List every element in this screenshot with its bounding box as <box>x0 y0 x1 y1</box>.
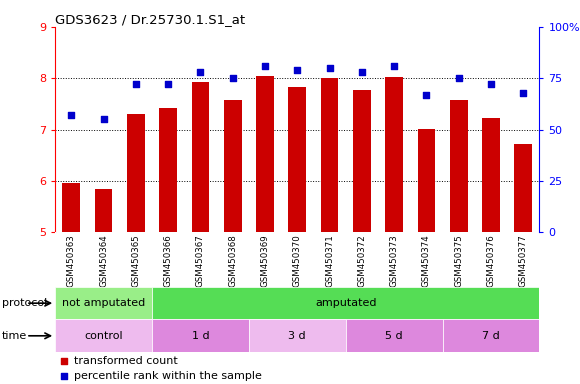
Bar <box>256 76 274 232</box>
Bar <box>353 89 371 232</box>
Point <box>195 69 205 75</box>
Point <box>228 75 237 81</box>
Text: GDS3623 / Dr.25730.1.S1_at: GDS3623 / Dr.25730.1.S1_at <box>55 13 245 26</box>
Point <box>454 75 463 81</box>
Bar <box>191 82 209 232</box>
Text: not amputated: not amputated <box>62 298 145 308</box>
Text: GSM450364: GSM450364 <box>99 235 108 287</box>
Bar <box>127 114 144 232</box>
Bar <box>63 182 80 232</box>
Text: GSM450370: GSM450370 <box>293 235 302 287</box>
Bar <box>321 78 338 232</box>
Text: GSM450365: GSM450365 <box>131 235 140 287</box>
Point <box>519 89 528 96</box>
Text: GSM450371: GSM450371 <box>325 235 334 287</box>
Bar <box>482 118 500 232</box>
Text: GSM450366: GSM450366 <box>164 235 173 287</box>
Bar <box>346 319 443 352</box>
Bar <box>55 287 152 319</box>
Text: 3 d: 3 d <box>288 331 306 341</box>
Text: GSM450368: GSM450368 <box>228 235 237 287</box>
Text: GSM450377: GSM450377 <box>519 235 528 287</box>
Point <box>59 358 68 364</box>
Bar <box>249 319 346 352</box>
Text: GSM450363: GSM450363 <box>67 235 76 287</box>
Point <box>164 81 173 88</box>
Text: GSM450373: GSM450373 <box>390 235 398 287</box>
Point <box>486 81 495 88</box>
Point <box>389 63 398 69</box>
Text: GSM450374: GSM450374 <box>422 235 431 287</box>
Point <box>292 67 302 73</box>
Text: GSM450372: GSM450372 <box>357 235 367 287</box>
Bar <box>288 88 306 232</box>
Bar <box>152 287 539 319</box>
Text: percentile rank within the sample: percentile rank within the sample <box>74 371 262 381</box>
Text: time: time <box>2 331 27 341</box>
Bar <box>152 319 249 352</box>
Point <box>131 81 140 88</box>
Bar <box>418 129 435 232</box>
Text: 1 d: 1 d <box>191 331 209 341</box>
Text: GSM450375: GSM450375 <box>454 235 463 287</box>
Text: GSM450369: GSM450369 <box>260 235 270 287</box>
Bar <box>450 100 467 232</box>
Text: 7 d: 7 d <box>482 331 500 341</box>
Text: transformed count: transformed count <box>74 356 177 366</box>
Bar <box>55 319 152 352</box>
Text: GSM450367: GSM450367 <box>196 235 205 287</box>
Text: amputated: amputated <box>315 298 376 308</box>
Bar <box>385 77 403 232</box>
Bar <box>95 189 113 232</box>
Point <box>357 69 367 75</box>
Text: control: control <box>84 331 123 341</box>
Bar <box>160 108 177 232</box>
Point <box>99 116 108 122</box>
Bar <box>514 144 532 232</box>
Text: GSM450376: GSM450376 <box>487 235 495 287</box>
Text: protocol: protocol <box>2 298 47 308</box>
Point <box>260 63 270 69</box>
Point <box>422 92 431 98</box>
Bar <box>443 319 539 352</box>
Text: 5 d: 5 d <box>385 331 403 341</box>
Bar <box>224 100 241 232</box>
Point <box>67 112 76 118</box>
Point <box>59 372 68 379</box>
Point <box>325 65 334 71</box>
